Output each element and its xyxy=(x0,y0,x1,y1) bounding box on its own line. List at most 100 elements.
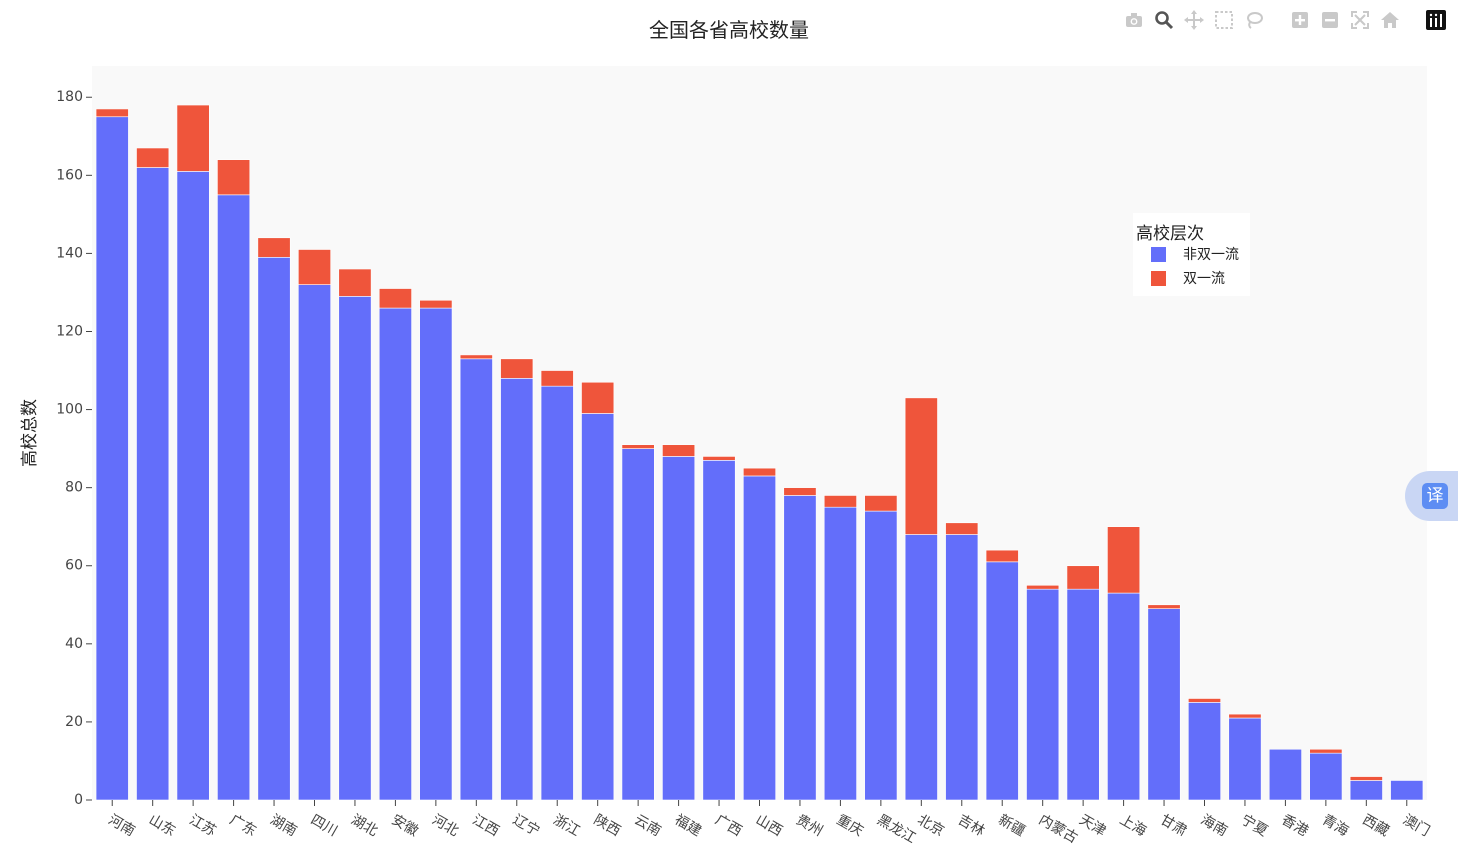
reset-axes-icon[interactable] xyxy=(1378,8,1402,32)
bar-double-first-class-0[interactable] xyxy=(95,108,129,118)
bar-non-double-first-class-7[interactable] xyxy=(378,307,412,801)
bar-non-double-first-class-31[interactable] xyxy=(1349,780,1383,801)
x-tick-label: 海南 xyxy=(1198,812,1230,840)
bar-non-double-first-class-2[interactable] xyxy=(176,171,210,801)
bar-double-first-class-15[interactable] xyxy=(702,456,736,461)
translate-button[interactable]: 译 xyxy=(1405,471,1458,521)
bar-double-first-class-26[interactable] xyxy=(1147,604,1181,609)
bar-non-double-first-class-30[interactable] xyxy=(1309,752,1343,801)
y-tick-label: 140 xyxy=(56,245,83,261)
bar-non-double-first-class-24[interactable] xyxy=(1066,588,1100,801)
zoom-icon[interactable] xyxy=(1152,8,1176,32)
x-tick-label: 福建 xyxy=(672,812,704,840)
legend-item-non-double-first-class[interactable]: 非双一流 xyxy=(1151,244,1239,264)
bar-non-double-first-class-22[interactable] xyxy=(985,561,1019,801)
bar-non-double-first-class-12[interactable] xyxy=(581,413,615,801)
pan-icon[interactable] xyxy=(1182,8,1206,32)
x-tick-label: 江苏 xyxy=(186,812,218,840)
translate-icon: 译 xyxy=(1422,483,1448,509)
x-tick-label: 吉林 xyxy=(955,812,987,840)
box-select-icon[interactable] xyxy=(1212,8,1236,32)
x-tick-label: 宁夏 xyxy=(1238,811,1271,840)
x-tick-label: 上海 xyxy=(1117,812,1149,840)
bar-double-first-class-25[interactable] xyxy=(1107,526,1141,594)
bar-non-double-first-class-0[interactable] xyxy=(95,116,129,801)
bar-double-first-class-9[interactable] xyxy=(459,354,493,360)
bar-non-double-first-class-27[interactable] xyxy=(1188,702,1221,801)
legend-swatch-double-first-class xyxy=(1151,270,1166,286)
bar-double-first-class-23[interactable] xyxy=(1026,584,1060,590)
bar-double-first-class-11[interactable] xyxy=(540,370,574,387)
x-tick-label: 新疆 xyxy=(995,812,1027,840)
bar-non-double-first-class-18[interactable] xyxy=(823,506,857,801)
y-axis-title: 高校总数 xyxy=(20,399,40,467)
bar-double-first-class-27[interactable] xyxy=(1188,698,1221,703)
zoom-in-icon[interactable] xyxy=(1288,8,1312,32)
bar-double-first-class-6[interactable] xyxy=(338,268,372,297)
bar-double-first-class-5[interactable] xyxy=(298,249,331,285)
zoom-out-icon[interactable] xyxy=(1318,8,1342,32)
bar-non-double-first-class-17[interactable] xyxy=(783,495,817,801)
bar-non-double-first-class-25[interactable] xyxy=(1107,592,1141,801)
bar-non-double-first-class-20[interactable] xyxy=(904,534,938,801)
bar-double-first-class-12[interactable] xyxy=(581,381,615,414)
bars-layer xyxy=(95,104,1424,801)
bar-double-first-class-7[interactable] xyxy=(378,288,412,309)
x-tick-label: 陕西 xyxy=(591,812,623,840)
y-tick-label: 20 xyxy=(65,714,83,730)
bar-non-double-first-class-32[interactable] xyxy=(1390,780,1424,801)
y-tick-label: 0 xyxy=(74,792,83,808)
x-tick-label: 四川 xyxy=(308,812,340,840)
bar-non-double-first-class-13[interactable] xyxy=(621,448,655,801)
bar-non-double-first-class-28[interactable] xyxy=(1228,717,1262,801)
bar-double-first-class-20[interactable] xyxy=(904,397,938,535)
camera-icon[interactable] xyxy=(1122,8,1146,32)
bar-non-double-first-class-29[interactable] xyxy=(1268,748,1302,801)
bar-double-first-class-30[interactable] xyxy=(1309,748,1343,754)
bar-double-first-class-21[interactable] xyxy=(945,522,979,535)
bar-double-first-class-13[interactable] xyxy=(621,444,655,449)
bar-non-double-first-class-3[interactable] xyxy=(217,194,251,801)
bar-non-double-first-class-11[interactable] xyxy=(540,385,574,801)
bar-non-double-first-class-4[interactable] xyxy=(257,257,291,801)
bar-non-double-first-class-6[interactable] xyxy=(338,296,372,801)
bar-double-first-class-1[interactable] xyxy=(136,147,170,168)
x-tick-label: 内蒙古 xyxy=(1036,812,1080,847)
bar-non-double-first-class-1[interactable] xyxy=(136,167,170,801)
bar-double-first-class-14[interactable] xyxy=(662,444,696,457)
bar-double-first-class-16[interactable] xyxy=(743,467,776,477)
bar-non-double-first-class-19[interactable] xyxy=(864,510,898,801)
bar-double-first-class-4[interactable] xyxy=(257,237,291,258)
bar-double-first-class-28[interactable] xyxy=(1228,713,1262,719)
y-tick-label: 60 xyxy=(65,558,83,574)
legend-item-double-first-class[interactable]: 双一流 xyxy=(1151,268,1225,288)
bar-double-first-class-19[interactable] xyxy=(864,495,898,512)
bar-non-double-first-class-14[interactable] xyxy=(662,456,696,801)
x-tick-label: 湖南 xyxy=(267,812,299,840)
plotly-logo-icon[interactable] xyxy=(1424,8,1448,32)
bar-non-double-first-class-9[interactable] xyxy=(459,358,493,801)
bar-non-double-first-class-5[interactable] xyxy=(298,284,331,801)
bar-non-double-first-class-21[interactable] xyxy=(945,534,979,801)
bar-double-first-class-22[interactable] xyxy=(985,549,1019,563)
bar-non-double-first-class-26[interactable] xyxy=(1147,608,1181,801)
bar-double-first-class-10[interactable] xyxy=(500,358,534,379)
bar-double-first-class-24[interactable] xyxy=(1066,565,1100,590)
autoscale-icon[interactable] xyxy=(1348,8,1372,32)
bar-non-double-first-class-23[interactable] xyxy=(1026,588,1060,801)
bar-double-first-class-2[interactable] xyxy=(176,104,210,172)
lasso-select-icon[interactable] xyxy=(1242,8,1266,32)
bar-double-first-class-31[interactable] xyxy=(1349,776,1383,781)
bar-double-first-class-17[interactable] xyxy=(783,487,817,496)
bar-non-double-first-class-10[interactable] xyxy=(500,378,534,801)
bar-double-first-class-8[interactable] xyxy=(419,299,453,309)
bar-non-double-first-class-16[interactable] xyxy=(743,475,776,801)
bar-double-first-class-18[interactable] xyxy=(823,495,857,508)
y-axis: 0 20 40 60 80 100 120 140 160 180 xyxy=(56,89,92,808)
bar-non-double-first-class-8[interactable] xyxy=(419,307,453,801)
bar-non-double-first-class-15[interactable] xyxy=(702,460,736,801)
legend: 高校层次 非双一流 双一流 xyxy=(1133,213,1250,296)
x-tick-label: 浙江 xyxy=(550,812,582,840)
bar-double-first-class-3[interactable] xyxy=(217,159,251,196)
